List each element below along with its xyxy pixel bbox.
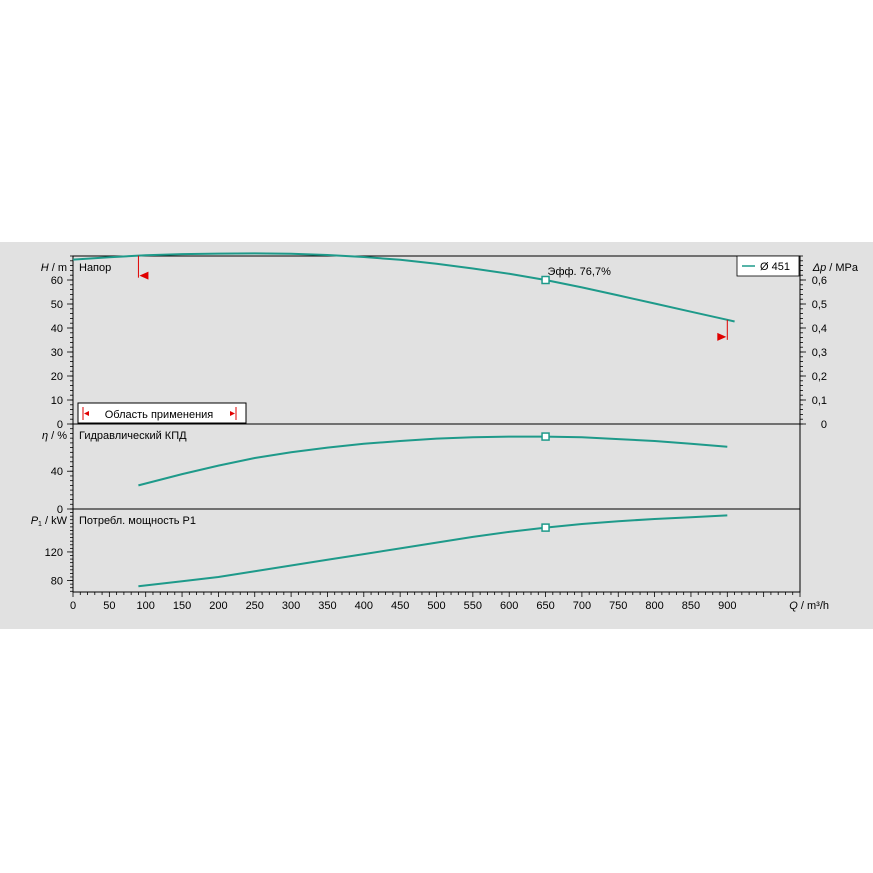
curve-line	[72, 252, 735, 323]
range-box	[77, 402, 247, 424]
panel-title: Напор	[79, 262, 111, 274]
y-tick-label: 20	[51, 371, 63, 383]
x-tick-label: 450	[391, 600, 409, 612]
panel-title: Гидравлический КПД	[79, 430, 187, 442]
y-tick-label: 0	[57, 419, 63, 431]
range-start-marker	[139, 271, 149, 280]
x-tick-label: 850	[682, 600, 700, 612]
y2-tick-label: 0,1	[812, 395, 827, 407]
operating-point-marker	[541, 275, 550, 285]
curve-line	[138, 514, 728, 588]
y2-tick-label: 0,6	[812, 275, 827, 287]
x-axis-label: Q / m³/h	[789, 600, 829, 612]
x-tick-label: 700	[573, 600, 591, 612]
y-tick-label: 40	[51, 323, 63, 335]
range-end-marker	[717, 332, 727, 341]
y-tick-label: 120	[45, 547, 63, 559]
y2-tick-label: 0,3	[812, 347, 827, 359]
x-tick-label: 650	[536, 600, 554, 612]
x-tick-label: 750	[609, 600, 627, 612]
x-tick-label: 550	[464, 600, 482, 612]
x-tick-label: 150	[173, 600, 191, 612]
y-tick-label: 10	[51, 395, 63, 407]
y-tick-label: 30	[51, 347, 63, 359]
range-arrow-right	[230, 411, 235, 416]
x-tick-label: 300	[282, 600, 300, 612]
range-arrow-left	[84, 411, 89, 416]
y2-tick-label: 0,4	[812, 323, 827, 335]
y-axis-label: η / %	[42, 430, 67, 442]
y-axis-label: P1 / kW	[31, 515, 68, 528]
operating-point-marker	[541, 523, 550, 532]
y-tick-label: 0	[57, 504, 63, 516]
x-tick-label: 0	[70, 600, 76, 612]
y2-tick-label: 0,5	[812, 299, 827, 311]
legend-box	[736, 255, 800, 277]
x-tick-label: 350	[318, 600, 336, 612]
x-tick-label: 800	[645, 600, 663, 612]
curve-line	[138, 435, 728, 487]
chart-panel: 0 50 100 150 200 250 300 350 400 450 500 550 600 650 7…	[0, 242, 873, 629]
y-axis-label: H / m	[41, 262, 67, 274]
range-label: Область применения	[105, 409, 214, 421]
x-tick-label: 500	[427, 600, 445, 612]
y2-tick-label: 0,2	[812, 371, 827, 383]
x-tick-label: 50	[103, 600, 115, 612]
y2-axis-label: Δp / MPa	[812, 262, 859, 274]
pump-curve-chart: 0 50 100 150 200 250 300 350 400 450 500 550 600 650 7…	[31, 252, 859, 612]
x-tick-label: 250	[246, 600, 264, 612]
x-tick-label: 200	[209, 600, 227, 612]
y2-tick-label: 0	[821, 419, 827, 431]
x-tick-label: 400	[355, 600, 373, 612]
y-tick-label: 60	[51, 275, 63, 287]
x-tick-label: 100	[137, 600, 155, 612]
panel-title: Потребл. мощность P1	[79, 515, 196, 527]
x-tick-label: 900	[718, 600, 736, 612]
y-tick-label: 50	[51, 299, 63, 311]
y-tick-label: 80	[51, 576, 63, 588]
operating-point-marker	[541, 432, 550, 441]
y-tick-label: 40	[51, 466, 63, 478]
x-tick-label: 600	[500, 600, 518, 612]
efficiency-annotation: Эфф. 76,7%	[548, 266, 612, 278]
legend-label: Ø 451	[760, 261, 790, 273]
